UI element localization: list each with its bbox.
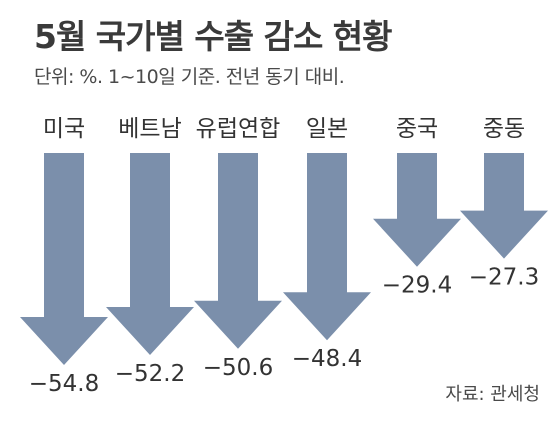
chart-title: 5월 국가별 수출 감소 현황: [34, 17, 393, 56]
value-label-6: −27.3: [469, 265, 539, 291]
arrow-bar-6: [460, 153, 548, 259]
arrow-bar-5: [373, 153, 461, 267]
category-label-4: 일본: [306, 116, 348, 142]
value-label-2: −52.2: [115, 361, 185, 387]
category-label-6: 중동: [483, 116, 525, 142]
category-label-1: 미국: [43, 116, 85, 142]
category-label-5: 중국: [396, 116, 438, 142]
arrow-bar-1: [20, 153, 108, 365]
value-label-4: −48.4: [292, 346, 362, 372]
value-label-5: −29.4: [382, 273, 452, 299]
arrow-bar-3: [194, 153, 282, 349]
source-note: 자료: 관세청: [445, 384, 540, 405]
category-label-3: 유럽연합: [196, 116, 281, 142]
arrow-bar-4: [283, 153, 371, 341]
category-label-2: 베트남: [118, 116, 181, 142]
chart-subtitle: 단위: %. 1~10일 기준. 전년 동기 대비.: [34, 66, 345, 88]
value-label-3: −50.6: [203, 355, 273, 381]
value-label-1: −54.8: [29, 371, 99, 397]
arrow-bar-2: [106, 153, 194, 355]
